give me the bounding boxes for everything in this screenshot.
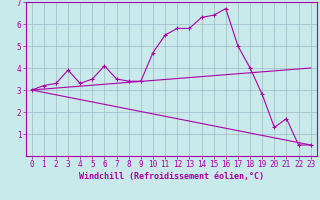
X-axis label: Windchill (Refroidissement éolien,°C): Windchill (Refroidissement éolien,°C) xyxy=(79,172,264,181)
